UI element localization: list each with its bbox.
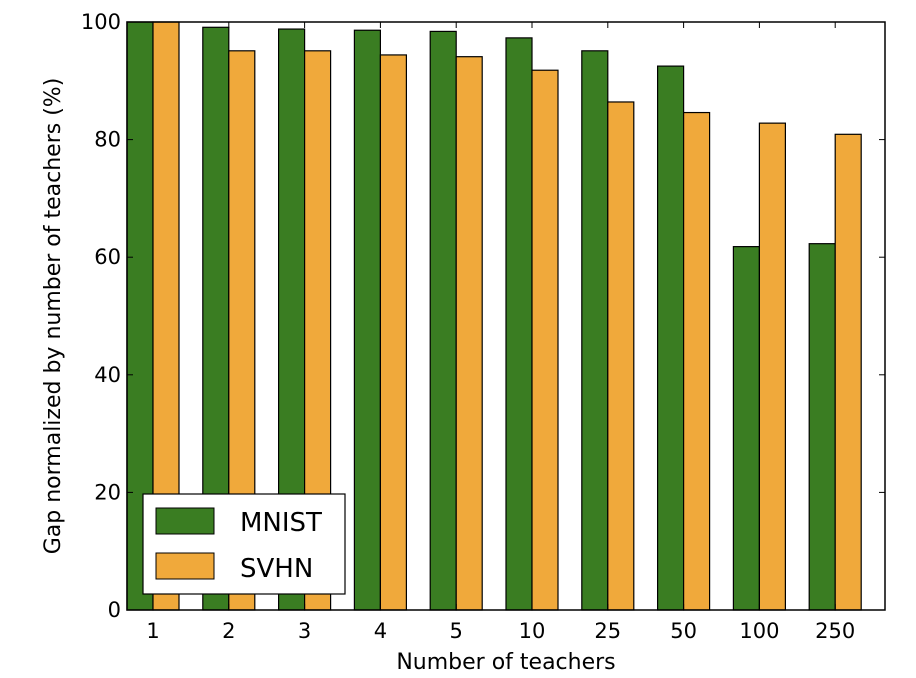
legend-label-mnist: MNIST — [240, 508, 322, 538]
bar-svhn-5 — [455, 56, 483, 611]
bar-mnist-100 — [732, 246, 761, 611]
ticks-layer: 1 2 3 4 5 10 25 50 100 250 0 20 40 60 80 100 — [81, 10, 885, 643]
bar-svhn-250 — [834, 133, 862, 611]
bar-mnist-50 — [656, 65, 685, 611]
x-tick-label-4: 4 — [374, 619, 387, 643]
x-tick-label-10: 10 — [519, 619, 546, 643]
legend-label-svhn: SVHN — [240, 554, 313, 584]
legend-swatch-svhn — [155, 552, 215, 580]
y-tick-label-0: 0 — [108, 598, 121, 622]
x-tick-label-250: 250 — [815, 619, 855, 643]
y-tick-label-20: 20 — [94, 480, 121, 504]
x-axis-label: Number of teachers — [396, 650, 615, 675]
x-tick-label-2: 2 — [222, 619, 235, 643]
x-tick-label-100: 100 — [739, 619, 779, 643]
bar-mnist-4 — [353, 29, 381, 611]
x-tick-label-5: 5 — [450, 619, 463, 643]
y-tick-label-60: 60 — [94, 245, 121, 269]
y-tick-label-40: 40 — [94, 363, 121, 387]
x-tick-label-1: 1 — [146, 619, 159, 643]
plot-frame — [126, 21, 886, 611]
legend: MNIST SVHN — [142, 493, 346, 595]
bar-svhn-50 — [682, 111, 711, 611]
bar-mnist-25 — [581, 50, 609, 611]
x-tick-label-50: 50 — [670, 619, 697, 643]
y-axis-label: Gap normalized by number of teachers (%) — [41, 78, 66, 555]
legend-swatch-mnist — [155, 507, 215, 535]
bar-svhn-100 — [758, 122, 787, 611]
bar-svhn-4 — [379, 54, 407, 611]
x-tick-label-25: 25 — [594, 619, 621, 643]
bar-mnist-10 — [505, 37, 533, 611]
bar-svhn-10 — [531, 69, 559, 611]
x-tick-label-3: 3 — [298, 619, 311, 643]
bar-mnist-5 — [429, 30, 457, 611]
y-tick-label-80: 80 — [94, 128, 121, 152]
bar-svhn-25 — [607, 101, 635, 611]
bar-mnist-250 — [808, 243, 836, 611]
y-tick-label-100: 100 — [81, 10, 121, 34]
